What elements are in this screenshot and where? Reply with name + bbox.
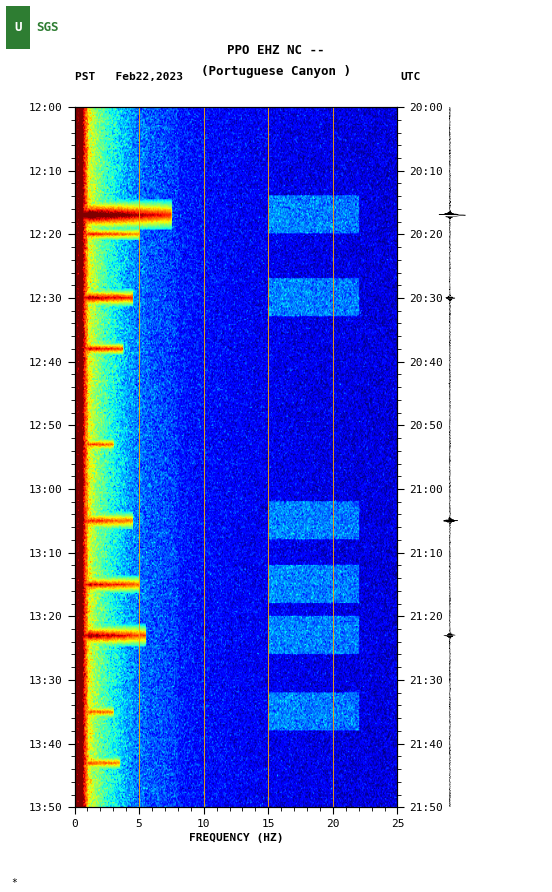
Text: *: * <box>11 878 17 888</box>
Text: U: U <box>14 21 22 34</box>
FancyBboxPatch shape <box>6 6 30 49</box>
Text: SGS: SGS <box>36 21 59 34</box>
Text: (Portuguese Canyon ): (Portuguese Canyon ) <box>201 65 351 78</box>
Text: UTC: UTC <box>400 72 421 82</box>
X-axis label: FREQUENCY (HZ): FREQUENCY (HZ) <box>189 833 283 843</box>
Text: PST   Feb22,2023: PST Feb22,2023 <box>75 72 183 82</box>
Text: PPO EHZ NC --: PPO EHZ NC -- <box>227 44 325 57</box>
